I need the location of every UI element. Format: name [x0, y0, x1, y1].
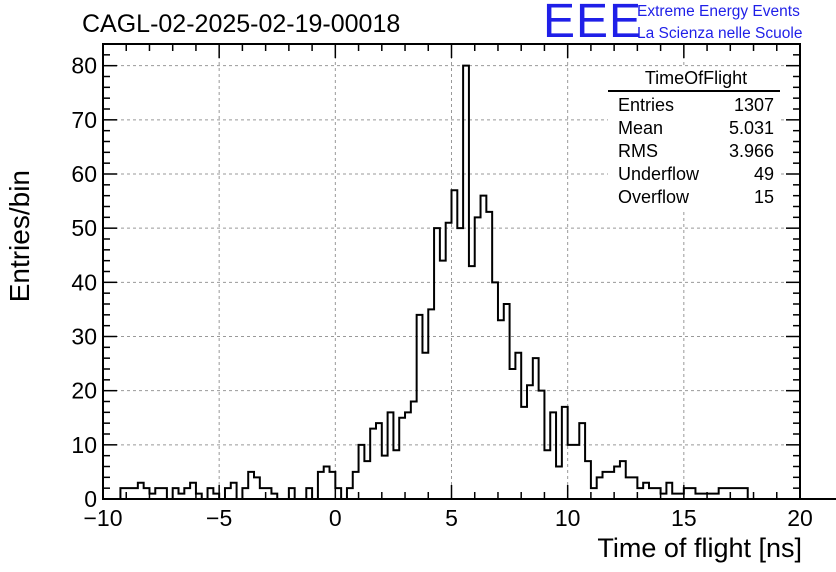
histogram-bin [481, 196, 487, 499]
y-axis-label: Entries/bin [4, 170, 35, 303]
stats-value: 15 [753, 187, 774, 207]
histogram-bin [730, 488, 736, 499]
x-tick-label: −10 [83, 505, 122, 531]
y-tick-label: 40 [71, 269, 97, 295]
x-tick-label: 5 [445, 505, 458, 531]
stats-label: RMS [618, 141, 658, 161]
stats-value: 5.031 [728, 118, 774, 138]
histogram-bin [260, 488, 266, 499]
axis-tick-labels: −10 −5 0 5 10 15 20 0 10 20 30 40 50 60 70 80 [71, 53, 812, 531]
x-tick-label: 15 [671, 505, 697, 531]
stats-label: Overflow [618, 187, 690, 207]
x-tick-label: −5 [206, 505, 232, 531]
stats-box-title: TimeOfFlight [608, 68, 780, 92]
histogram-bin [446, 223, 452, 499]
stats-value: 3.966 [728, 141, 774, 161]
histogram-bin [422, 353, 428, 499]
stats-label: Mean [618, 118, 664, 138]
x-axis-label: Time of flight [ns] [597, 533, 802, 563]
y-tick-label: 30 [71, 324, 97, 350]
histogram-bin [510, 369, 516, 499]
y-tick-label: 80 [71, 53, 97, 79]
eee-logo-line1: Extreme Energy Events [637, 3, 800, 20]
histogram-bin [364, 461, 370, 499]
x-tick-label: 20 [787, 505, 813, 531]
histogram-bin [591, 488, 597, 499]
histogram-bin [393, 450, 399, 499]
histogram-bin [736, 488, 742, 499]
y-tick-label: 10 [71, 432, 97, 458]
stats-row-overflow: Overflow 15 [608, 186, 780, 209]
stats-row-entries: Entries 1307 [608, 94, 780, 117]
plot-title: CAGL-02-2025-02-19-00018 [82, 10, 401, 38]
histogram-bin [132, 488, 138, 499]
histogram-bars [103, 64, 836, 500]
histogram-bin [457, 228, 463, 499]
stats-value: 49 [753, 164, 774, 184]
stats-row-mean: Mean 5.031 [608, 117, 780, 140]
histogram-bin [556, 467, 562, 500]
y-tick-label: 60 [71, 161, 97, 187]
histogram-bin [411, 402, 417, 500]
histogram-bin [521, 407, 527, 499]
histogram-bin [608, 472, 614, 499]
y-tick-label: 0 [84, 486, 97, 512]
histogram-bin [382, 456, 388, 499]
axis-ticks [102, 43, 801, 500]
histogram-bin [637, 488, 643, 499]
y-tick-label: 20 [71, 378, 97, 404]
x-tick-label: 10 [555, 505, 581, 531]
histogram-bin [573, 445, 579, 499]
y-tick-label: 70 [71, 107, 97, 133]
histogram-bin [452, 190, 458, 499]
stats-label: Entries [618, 95, 675, 115]
histogram-outline [103, 64, 836, 500]
y-tick-label: 50 [71, 215, 97, 241]
histogram-bin [440, 261, 446, 499]
x-tick-label: 0 [329, 505, 342, 531]
histogram-bin [498, 320, 504, 499]
histogram-bin [649, 488, 655, 499]
histogram-bin [724, 488, 730, 499]
eee-logo-line2: La Scienza nelle Scuole [637, 25, 803, 42]
histogram-bin [126, 488, 132, 499]
stats-box: TimeOfFlight Entries 1307 Mean 5.031 RMS… [608, 68, 780, 209]
histogram-bin [469, 266, 475, 499]
eee-logo: EEE [543, 0, 643, 48]
stats-row-underflow: Underflow 49 [608, 163, 780, 186]
histogram-bin [405, 412, 411, 499]
histogram-bin [544, 450, 550, 499]
stats-row-rms: RMS 3.966 [608, 140, 780, 163]
histogram-bin [626, 477, 632, 499]
stats-label: Underflow [618, 164, 700, 184]
stats-value: 1307 [733, 95, 774, 115]
histogram-bin [568, 445, 574, 499]
